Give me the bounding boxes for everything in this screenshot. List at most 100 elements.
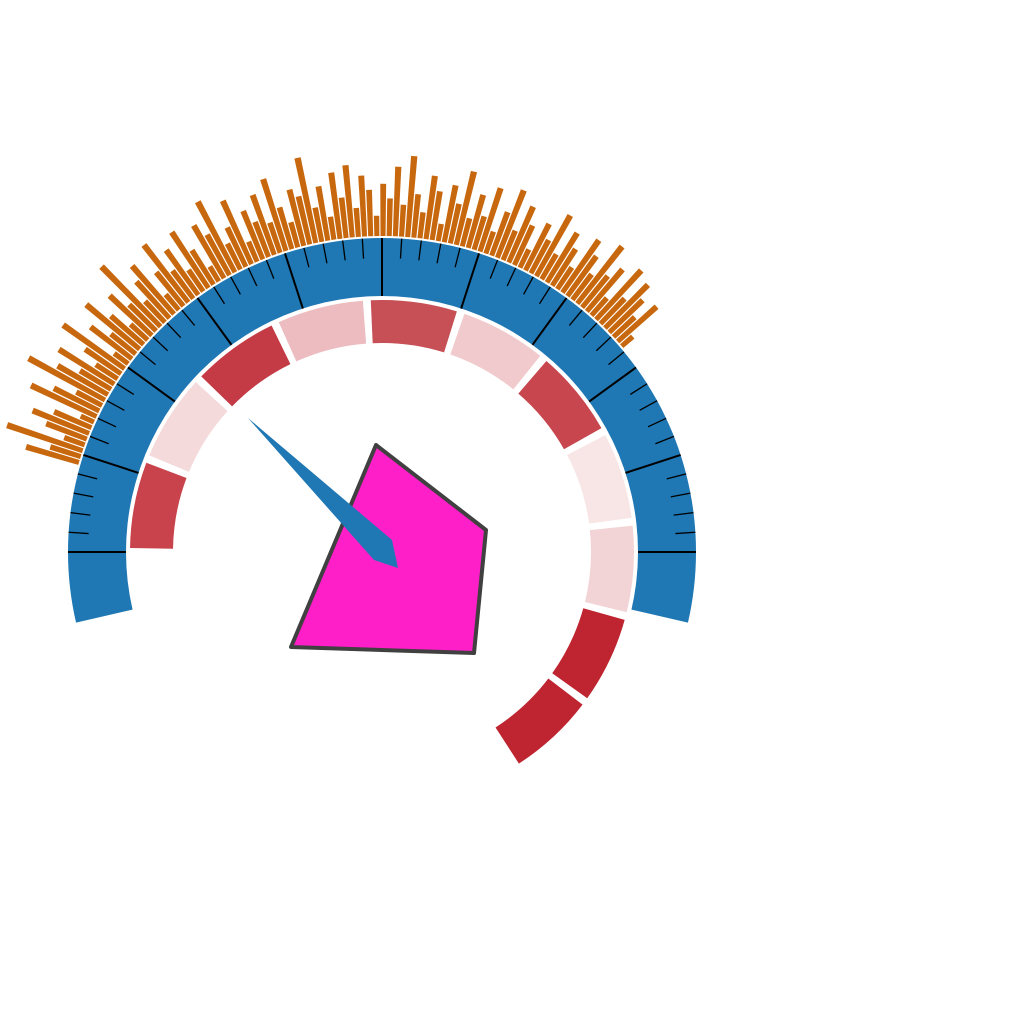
gauge-segment bbox=[495, 678, 583, 764]
outer-bar bbox=[570, 272, 594, 302]
outer-bar bbox=[170, 268, 196, 301]
minor-tick bbox=[213, 286, 226, 305]
outer-bar bbox=[453, 170, 478, 246]
outer-bar bbox=[312, 207, 325, 243]
outer-bar bbox=[565, 254, 599, 298]
gauge-segment bbox=[370, 300, 457, 353]
outer-bar bbox=[575, 244, 625, 306]
outer-bar bbox=[447, 203, 462, 245]
outer-bar bbox=[224, 226, 249, 268]
minor-tick bbox=[675, 531, 696, 535]
gauge-segment bbox=[518, 361, 602, 450]
gauge-segment bbox=[450, 313, 541, 390]
outer-bar bbox=[495, 189, 527, 259]
minor-tick bbox=[436, 243, 442, 264]
outer-bar bbox=[49, 444, 82, 459]
segment-ring-group bbox=[130, 300, 635, 764]
outer-bar bbox=[189, 248, 216, 286]
gauge-segment bbox=[201, 325, 291, 407]
outer-bar bbox=[194, 200, 238, 274]
outer-bar bbox=[327, 216, 337, 241]
minor-tick bbox=[152, 336, 169, 352]
outer-bar bbox=[315, 185, 331, 242]
outer-bar bbox=[580, 274, 610, 310]
outer-bar bbox=[555, 265, 575, 291]
minor-tick bbox=[181, 309, 196, 326]
outer-bar bbox=[224, 242, 243, 271]
major-tick bbox=[460, 253, 480, 309]
minor-tick bbox=[629, 383, 648, 396]
outer-bar bbox=[252, 220, 271, 258]
outer-bar bbox=[544, 231, 580, 284]
outer-bar bbox=[141, 243, 191, 304]
outer-bar bbox=[63, 435, 86, 448]
minor-tick bbox=[77, 473, 98, 480]
scale-ticks-group bbox=[68, 238, 696, 553]
outer-bar bbox=[127, 302, 158, 333]
outer-bar bbox=[134, 279, 172, 320]
outer-bar bbox=[584, 267, 625, 314]
gauge-segment bbox=[149, 382, 228, 472]
outer-bar bbox=[471, 215, 487, 251]
minor-tick bbox=[538, 286, 551, 305]
outer-bar bbox=[611, 315, 637, 339]
outer-bar bbox=[88, 324, 134, 361]
outer-bar bbox=[523, 222, 552, 272]
minor-tick bbox=[523, 276, 534, 295]
outer-bar bbox=[52, 385, 101, 414]
outer-bar bbox=[500, 229, 518, 262]
outer-bar bbox=[31, 407, 91, 436]
minor-tick bbox=[303, 247, 310, 268]
outer-bar bbox=[186, 268, 206, 293]
outer-bar bbox=[143, 299, 167, 325]
gauge-segment bbox=[130, 462, 187, 549]
outer-bar bbox=[84, 302, 142, 352]
outer-bar bbox=[45, 420, 88, 442]
minor-tick bbox=[342, 240, 346, 261]
minor-tick bbox=[582, 322, 598, 339]
outer-bar bbox=[366, 189, 374, 237]
minor-tick bbox=[265, 259, 275, 279]
outer-bar bbox=[594, 268, 644, 322]
outer-bar bbox=[423, 175, 438, 240]
outer-bar bbox=[169, 230, 211, 290]
outer-bar bbox=[411, 194, 422, 238]
minor-tick bbox=[454, 247, 461, 268]
outer-bar bbox=[56, 363, 110, 397]
minor-tick bbox=[666, 473, 687, 480]
outer-bar bbox=[603, 282, 651, 330]
outer-bar bbox=[53, 409, 93, 431]
major-tick bbox=[588, 366, 637, 403]
outer-bar bbox=[29, 382, 98, 419]
outer-bar bbox=[207, 265, 221, 283]
outer-bar bbox=[6, 422, 84, 454]
minor-tick bbox=[68, 531, 89, 535]
minor-tick bbox=[139, 351, 156, 366]
outer-bar bbox=[288, 221, 301, 249]
outer-bar bbox=[435, 223, 444, 242]
minor-tick bbox=[230, 276, 241, 295]
outer-bar bbox=[353, 207, 361, 238]
outer-bar bbox=[550, 247, 579, 288]
scale-band-group bbox=[67, 237, 697, 623]
outer-bar bbox=[163, 248, 201, 297]
outer-bar bbox=[429, 190, 443, 241]
outer-bar bbox=[489, 211, 511, 257]
outer-bar bbox=[249, 193, 277, 256]
outer-bar bbox=[294, 157, 319, 244]
outer-bar bbox=[405, 155, 418, 238]
outer-bar bbox=[417, 212, 426, 239]
outer-bar bbox=[338, 197, 349, 239]
outer-bar bbox=[483, 230, 496, 255]
outer-bar bbox=[246, 240, 260, 263]
outer-bar bbox=[128, 322, 150, 342]
outer-bar bbox=[78, 368, 113, 392]
minor-tick bbox=[655, 435, 675, 445]
minor-tick bbox=[70, 512, 91, 516]
major-tick bbox=[196, 297, 233, 346]
outer-bar bbox=[27, 355, 107, 403]
outer-bar bbox=[295, 195, 313, 245]
outer-bar bbox=[539, 252, 559, 281]
outer-bar bbox=[61, 322, 127, 371]
